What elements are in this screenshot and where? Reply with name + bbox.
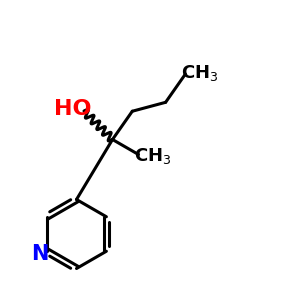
Text: CH$_3$: CH$_3$ xyxy=(134,146,172,166)
Text: CH$_3$: CH$_3$ xyxy=(181,62,218,82)
Text: N: N xyxy=(31,244,49,264)
Text: HO: HO xyxy=(54,99,92,118)
